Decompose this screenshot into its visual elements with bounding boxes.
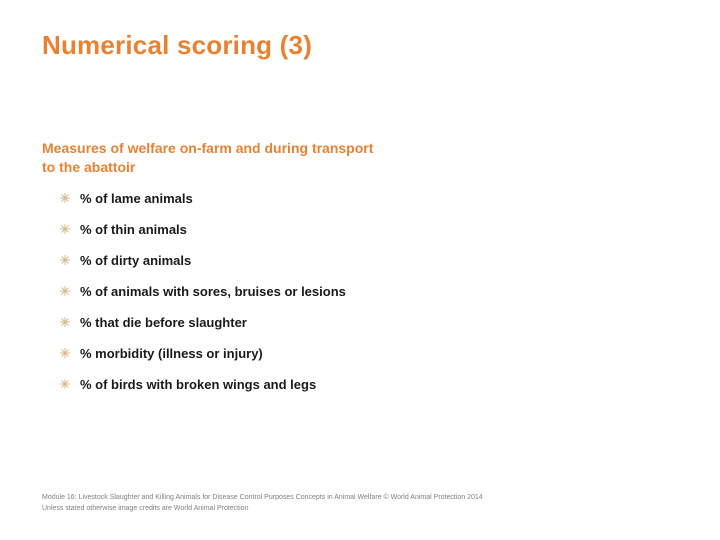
bullet-item: % of birds with broken wings and legs: [60, 377, 678, 392]
asterisk-icon: [60, 224, 70, 234]
asterisk-icon: [60, 379, 70, 389]
bullet-item: % morbidity (illness or injury): [60, 346, 678, 361]
asterisk-icon: [60, 348, 70, 358]
slide-subtitle: Measures of welfare on-farm and during t…: [42, 139, 382, 177]
bullet-item: % of dirty animals: [60, 253, 678, 268]
bullet-text: % of lame animals: [80, 191, 193, 206]
asterisk-icon: [60, 286, 70, 296]
asterisk-icon: [60, 317, 70, 327]
asterisk-icon: [60, 193, 70, 203]
bullet-item: % of animals with sores, bruises or lesi…: [60, 284, 678, 299]
slide-title: Numerical scoring (3): [42, 30, 678, 61]
bullet-text: % of birds with broken wings and legs: [80, 377, 316, 392]
bullet-text: % of dirty animals: [80, 253, 191, 268]
bullet-text: % of thin animals: [80, 222, 187, 237]
bullet-item: % of thin animals: [60, 222, 678, 237]
bullet-text: % morbidity (illness or injury): [80, 346, 263, 361]
footer-line-1: Module 16: Livestock Slaughter and Killi…: [42, 493, 678, 504]
slide: Numerical scoring (3) Measures of welfar…: [0, 0, 720, 540]
bullet-list: % of lame animals % of thin animals % of d…: [42, 191, 678, 392]
bullet-item: % that die before slaughter: [60, 315, 678, 330]
bullet-text: % of animals with sores, bruises or lesi…: [80, 284, 346, 299]
slide-footer: Module 16: Livestock Slaughter and Killi…: [42, 493, 678, 514]
footer-line-2: Unless stated otherwise image credits ar…: [42, 504, 678, 515]
bullet-text: % that die before slaughter: [80, 315, 247, 330]
asterisk-icon: [60, 255, 70, 265]
bullet-item: % of lame animals: [60, 191, 678, 206]
